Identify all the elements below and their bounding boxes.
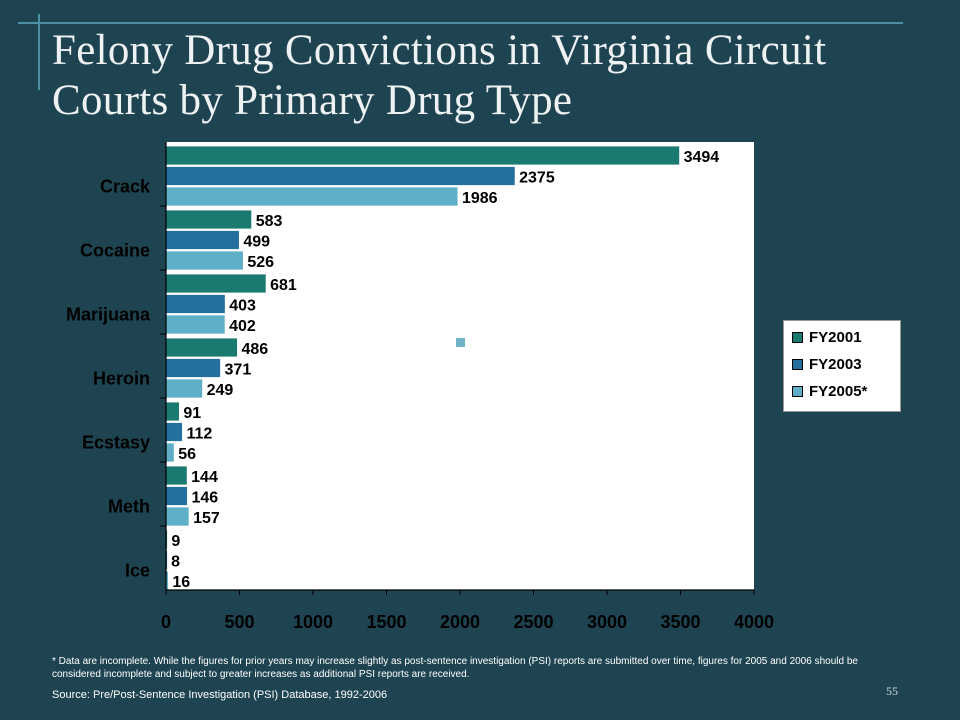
category-label: Crack	[100, 176, 151, 196]
bar-meth-fy2001	[165, 465, 188, 486]
data-label: 8	[171, 554, 180, 571]
legend-swatch-fy2005	[792, 385, 803, 397]
x-tick-label: 2500	[513, 612, 553, 632]
legend-item-fy2003: FY2003	[792, 352, 862, 378]
footnote: * Data are incomplete. While the figures…	[52, 656, 858, 680]
bar-crack-fy2005	[165, 186, 459, 207]
slide-title: Felony Drug Convictions in Virginia Circ…	[52, 27, 827, 124]
bar-crack-fy2001	[165, 145, 681, 166]
bullet-text: Relative to the number of cocaine, crack…	[494, 329, 738, 532]
data-label: 402	[229, 318, 256, 335]
bar-heroin-fy2003	[165, 358, 221, 378]
bar-ecstasy-fy2005	[165, 442, 175, 463]
data-label: 526	[247, 254, 274, 271]
bar-ecstasy-fy2003	[165, 422, 183, 442]
category-label: Ice	[125, 560, 150, 580]
title-frame-left-line	[38, 14, 40, 90]
category-label: Cocaine	[80, 240, 150, 260]
data-label: 371	[225, 362, 252, 379]
data-label: 146	[191, 490, 218, 507]
category-label: Meth	[108, 496, 150, 516]
legend-label: FY2005*	[809, 383, 868, 400]
x-tick-label: 500	[224, 612, 254, 632]
data-label: 249	[207, 382, 234, 399]
category-label: Ecstasy	[82, 432, 150, 452]
x-tick-label: 3500	[660, 612, 700, 632]
data-label: 3494	[684, 149, 720, 166]
legend-item-fy2005: FY2005*	[792, 379, 867, 405]
data-label: 91	[183, 405, 201, 422]
bullet-point: Relative to the number of cocaine, crack…	[456, 326, 766, 536]
data-label: 1986	[462, 190, 498, 207]
category-label: Marijuana	[66, 304, 151, 324]
data-label: 583	[256, 213, 283, 230]
legend-item-fy2001: FY2001	[792, 325, 862, 351]
bar-marijuana-fy2003	[165, 294, 226, 314]
data-label: 9	[171, 533, 180, 550]
bar-crack-fy2003	[165, 166, 516, 186]
category-label: Heroin	[93, 368, 150, 388]
data-label: 2375	[519, 170, 555, 187]
data-label: 16	[172, 574, 190, 591]
data-label: 681	[270, 277, 297, 294]
x-tick-label: 3000	[587, 612, 627, 632]
source-citation: Source: Pre/Post-Sentence Investigation …	[52, 689, 388, 701]
legend-swatch-fy2003	[792, 358, 803, 370]
bar-cocaine-fy2003	[165, 230, 240, 250]
page-number: 55	[886, 684, 898, 698]
legend-swatch-fy2001	[792, 331, 803, 343]
legend-label: FY2003	[809, 356, 862, 373]
data-label: 486	[241, 341, 268, 358]
data-label: 112	[186, 426, 212, 443]
bar-marijuana-fy2001	[165, 273, 267, 294]
plot-area	[166, 142, 754, 590]
bar-heroin-fy2001	[165, 337, 238, 358]
data-label: 157	[193, 510, 220, 527]
data-label: 144	[191, 469, 218, 486]
x-tick-label: 1500	[366, 612, 406, 632]
x-tick-label: 4000	[734, 612, 774, 632]
bullet-square-icon	[456, 338, 465, 347]
bar-cocaine-fy2001	[165, 209, 253, 230]
bar-cocaine-fy2005	[165, 250, 244, 271]
title-frame-top-line	[18, 22, 903, 24]
data-label: 499	[243, 234, 270, 251]
x-tick-label: 0	[161, 612, 171, 632]
data-label: 56	[178, 446, 196, 463]
bar-meth-fy2005	[165, 506, 190, 527]
x-tick-label: 2000	[440, 612, 480, 632]
data-label: 403	[229, 298, 256, 315]
bar-marijuana-fy2005	[165, 314, 226, 335]
chart-legend: FY2001 FY2003 FY2005*	[783, 320, 901, 412]
legend-label: FY2001	[809, 329, 862, 346]
bar-heroin-fy2005	[165, 378, 204, 399]
bar-meth-fy2003	[165, 486, 188, 506]
bar-ecstasy-fy2001	[165, 401, 180, 422]
x-tick-label: 1000	[293, 612, 333, 632]
